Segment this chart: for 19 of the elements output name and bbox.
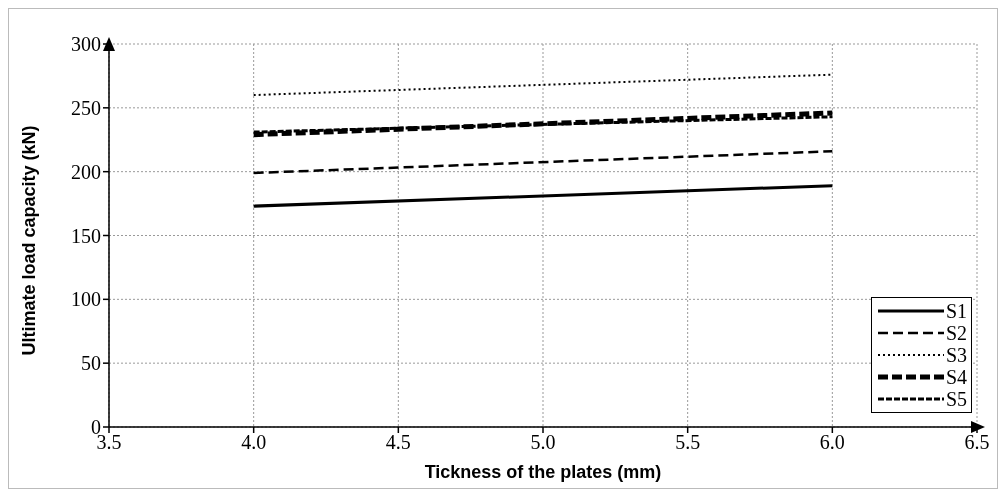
x-tick-label: 4.5 <box>385 431 411 454</box>
legend-label: S3 <box>945 344 967 366</box>
y-tick-label: 150 <box>71 224 101 247</box>
legend-label: S5 <box>945 388 967 410</box>
x-tick-label: 6.5 <box>964 431 990 454</box>
legend-label: S4 <box>945 366 967 388</box>
y-tick-label: 100 <box>71 288 101 311</box>
y-axis-title: Ultimate load capacity (kN) <box>19 125 40 356</box>
x-tick-label: 5.5 <box>675 431 701 454</box>
y-tick-label: 300 <box>71 33 101 56</box>
legend-label: S2 <box>945 322 967 344</box>
y-tick-label: 200 <box>71 160 101 183</box>
x-tick-label: 5.0 <box>530 431 556 454</box>
y-tick-label: 50 <box>81 352 101 375</box>
legend-label: S1 <box>945 300 967 322</box>
x-tick-label: 4.0 <box>241 431 267 454</box>
x-tick-label: 6.0 <box>819 431 845 454</box>
x-axis-title: Tickness of the plates (mm) <box>424 462 662 482</box>
y-tick-label: 250 <box>71 96 101 119</box>
